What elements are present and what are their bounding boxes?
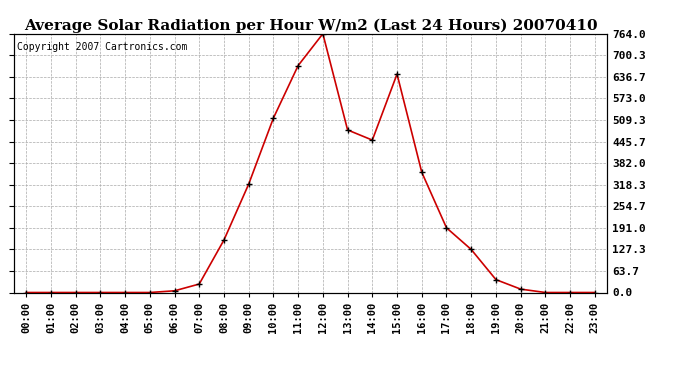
Text: Copyright 2007 Cartronics.com: Copyright 2007 Cartronics.com [17, 42, 187, 51]
Title: Average Solar Radiation per Hour W/m2 (Last 24 Hours) 20070410: Average Solar Radiation per Hour W/m2 (L… [23, 18, 598, 33]
